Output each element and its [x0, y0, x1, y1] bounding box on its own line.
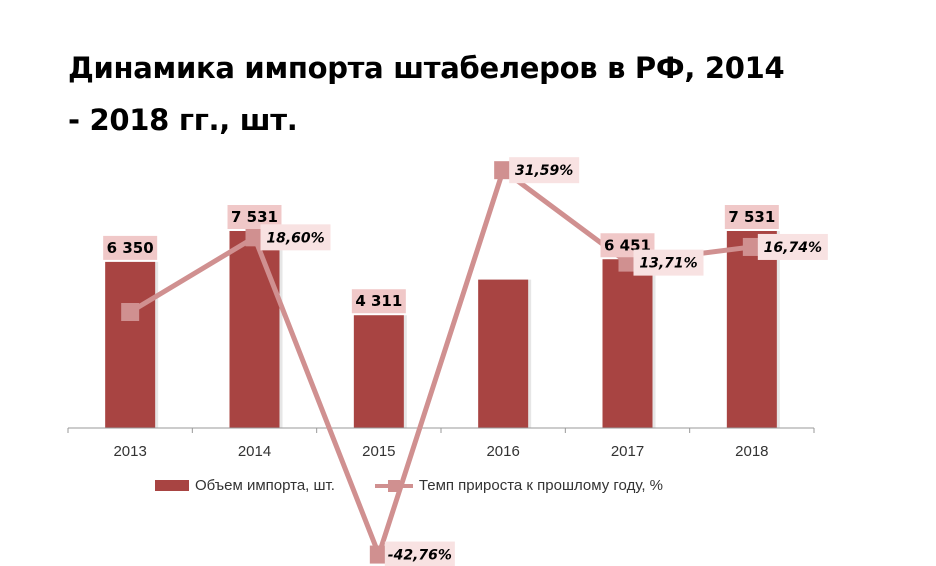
legend-label-volume: Объем импорта, шт.	[195, 477, 335, 494]
legend-bar-swatch	[155, 480, 189, 491]
x-tick-label: 2013	[113, 443, 146, 460]
rate-marker-2016	[494, 161, 513, 180]
rate-marker-2017	[618, 253, 637, 272]
bar-value-label-bg	[103, 235, 158, 260]
bar-2015	[353, 315, 404, 428]
rate-value-label: 13,71%	[639, 256, 697, 272]
legend-label-rate: Темп прироста к прошлому году, %	[418, 477, 663, 494]
rate-label-bg	[384, 541, 455, 566]
bar-2016	[478, 279, 529, 428]
rate-label-bg	[633, 249, 704, 276]
rate-value-label: 18,60%	[266, 230, 324, 246]
legend-line-swatch	[374, 479, 413, 492]
bar-2014	[229, 231, 280, 428]
rate-label-bg	[509, 157, 580, 184]
rate-value-label: 31,59%	[515, 163, 573, 179]
legend-item-volume: Объем импорта, шт.	[155, 477, 335, 494]
rate-marker-2013	[121, 303, 140, 321]
x-tick-label: 2018	[735, 443, 768, 460]
x-tick-label: 2016	[486, 443, 519, 460]
rate-value-label: 16,74%	[764, 240, 822, 256]
rate-label-bg	[260, 224, 331, 251]
chart-title: Динамика импорта штабелеров в РФ, 2014 -…	[68, 51, 785, 137]
x-tick-label: 2014	[238, 443, 271, 460]
rate-marker-2014	[245, 228, 264, 247]
legend: Объем импорта, шт. Темп прироста к прошл…	[155, 477, 663, 494]
bar-value-label: 6 350	[107, 239, 154, 257]
rate-value-label: -42,76%	[388, 548, 452, 564]
bar-2013	[105, 261, 156, 428]
bar-2017	[602, 259, 653, 428]
bar-value-label: 7 531	[728, 208, 775, 226]
rate-marker-2018	[742, 237, 761, 256]
bar-2018	[726, 231, 777, 428]
x-tick-label: 2017	[611, 443, 644, 460]
bar-value-label-bg	[351, 289, 406, 314]
rate-line	[128, 167, 753, 558]
legend-item-rate: Темп прироста к прошлому году, %	[374, 477, 663, 494]
rate-marker-2015	[369, 545, 388, 564]
bar-value-label-bg	[724, 205, 779, 229]
x-tick-label: 2015	[362, 443, 395, 460]
rate-label-bg	[757, 233, 828, 260]
bar-value-label: 7 531	[231, 208, 278, 226]
bar-value-label: 4 311	[355, 292, 402, 310]
